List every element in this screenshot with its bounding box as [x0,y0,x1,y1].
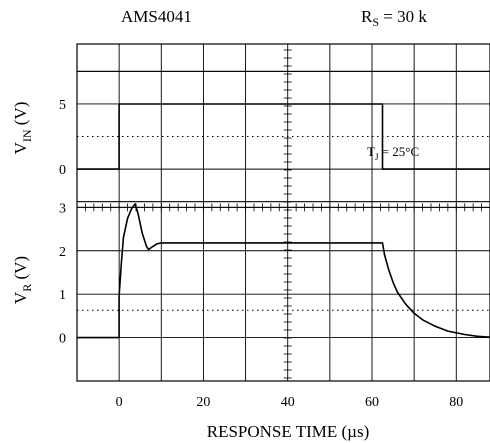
plot-frame [76,43,490,382]
y-tick-label: 2 [59,245,66,260]
y-tick-label: 5 [59,98,66,113]
top-y-axis-title: VIN (V) [11,102,34,155]
x-tick-label: 80 [449,395,463,410]
chart-title-left: AMS4041 [121,7,192,26]
chart-title-right: RS = 30 k [361,7,427,29]
x-tick-label: 40 [281,395,295,410]
ticks-layer [77,49,490,379]
tick-labels-layer: 0 20 40 60 80 0 5 0 1 2 3 [59,98,463,410]
x-axis-title: RESPONSE TIME (µs) [207,422,370,441]
x-tick-label: 20 [196,395,210,410]
x-tick-label: 0 [116,395,123,410]
bottom-series-line [77,203,490,339]
bottom-y-axis-title: VR (V) [11,256,34,304]
temperature-annotation: TJ = 25°C [367,144,419,162]
y-tick-label: 3 [59,201,66,216]
y-tick-label: 0 [59,332,66,347]
top-series-line [77,103,490,170]
series-layer [77,103,490,339]
x-tick-label: 60 [365,395,379,410]
y-tick-label: 0 [59,163,66,178]
y-tick-label: 1 [59,288,66,303]
grid-layer [77,44,490,381]
